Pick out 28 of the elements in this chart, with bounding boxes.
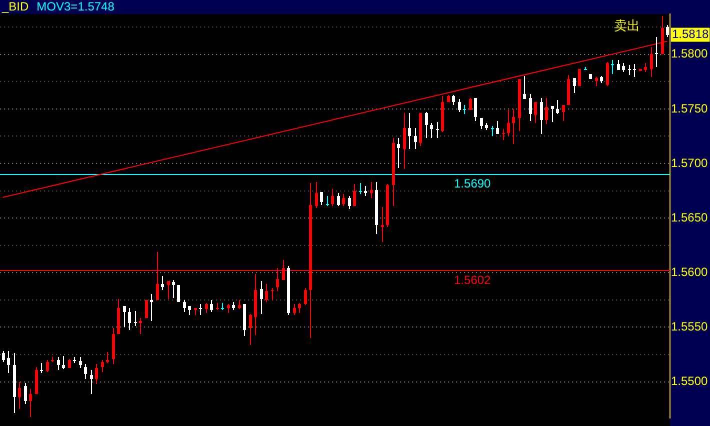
chart-subtitle: MOV3=1.5748 (36, 0, 115, 14)
annotation: 卖出 (614, 18, 640, 34)
y-tick-label: 1.5650 (671, 210, 708, 224)
candlestick (40, 363, 43, 373)
candlestick (611, 60, 614, 74)
candlestick (502, 129, 505, 140)
y-tick-label: 1.5750 (671, 101, 708, 116)
y-tick-label: 1.5500 (671, 374, 708, 388)
y-tick-label: 1.5550 (671, 320, 708, 334)
candlestick (381, 207, 384, 242)
candlestick (491, 126, 494, 136)
candlestick (199, 304, 202, 315)
y-tick-label: 1.5700 (671, 156, 708, 170)
ref-line-label: 1.5690 (454, 176, 492, 191)
candlestick (436, 122, 439, 138)
y-tick-label: 1.5800 (671, 46, 708, 61)
candlestick (655, 37, 658, 67)
candlestick (326, 196, 329, 206)
candlestick (628, 65, 631, 75)
annotation: 1.5818 (672, 27, 710, 42)
candlestick (359, 183, 362, 194)
candlestick (150, 294, 153, 321)
ref-line-label: 1.5602 (454, 272, 492, 287)
y-tick-label: 1.5600 (671, 264, 708, 279)
candlestick (134, 311, 137, 326)
candlestick (271, 288, 274, 300)
candlestick (633, 64, 636, 77)
chart-title: _BID (1, 0, 30, 14)
